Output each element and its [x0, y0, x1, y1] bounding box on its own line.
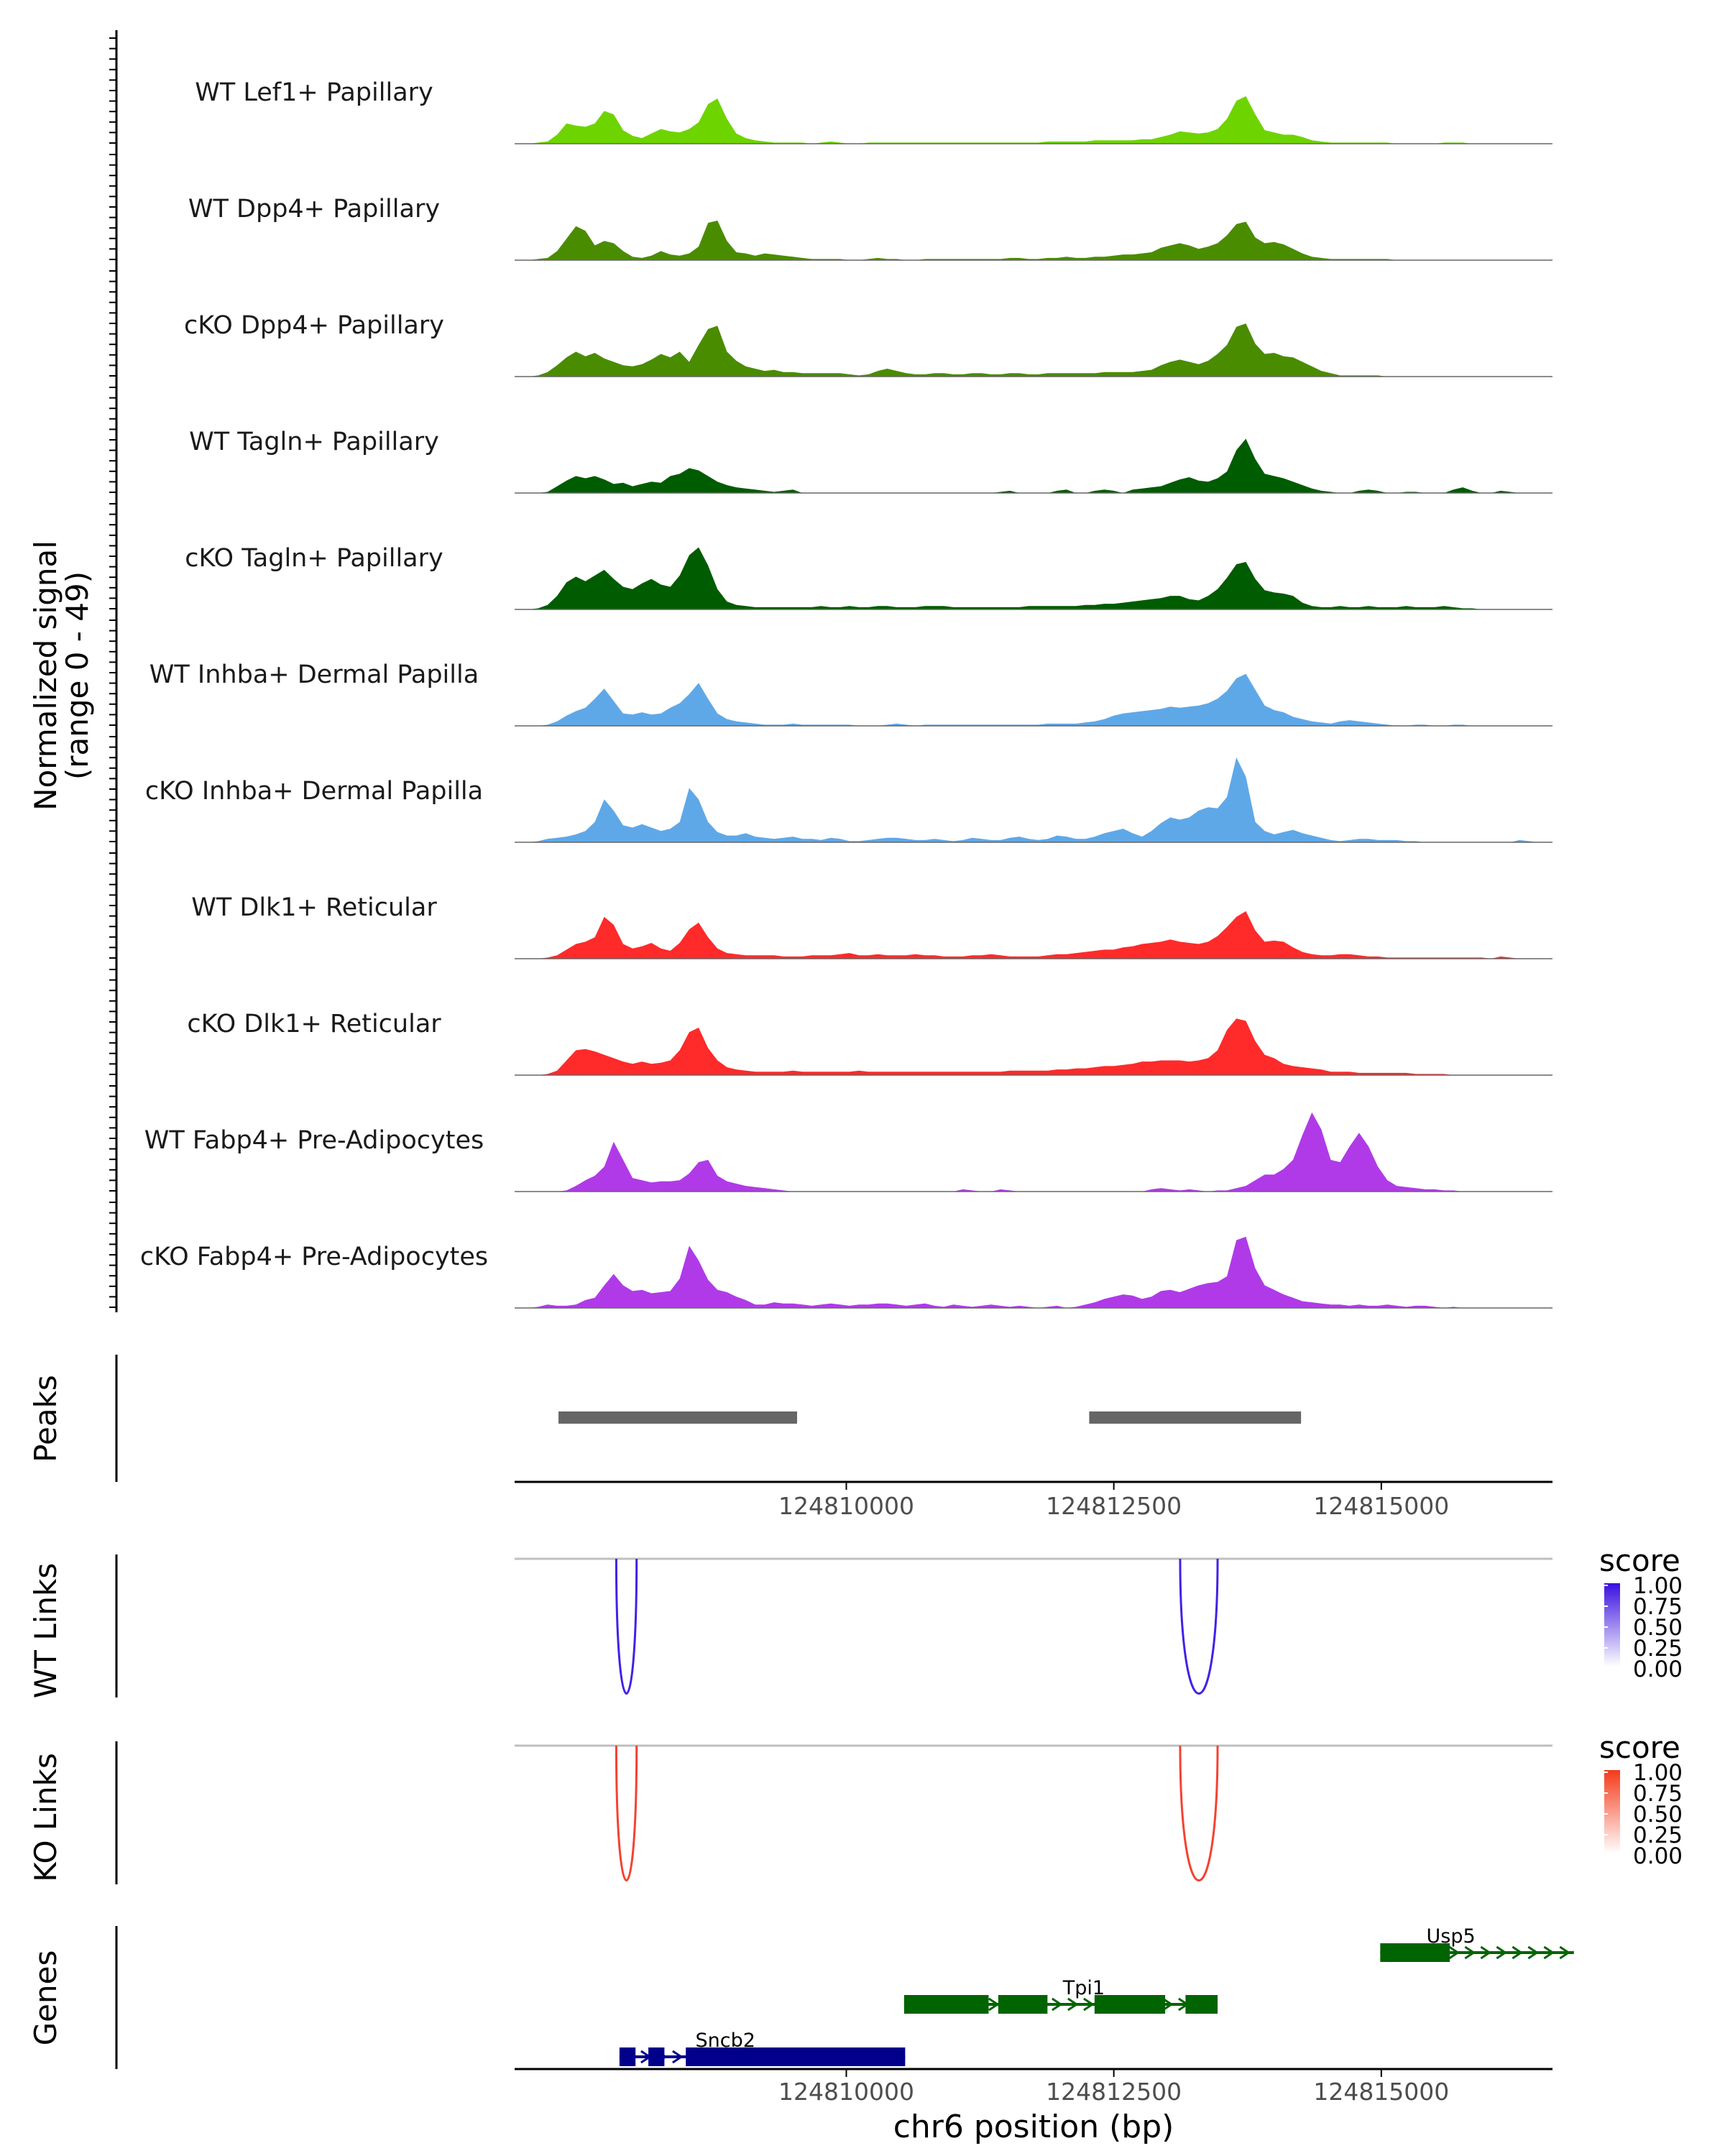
strand-arrow-icon — [1527, 1945, 1540, 1960]
legend-tick-label: 0.75 — [1633, 1781, 1683, 1807]
coverage-area-1 — [515, 96, 1552, 144]
gene-exon — [903, 1995, 989, 2014]
strand-arrow-icon — [1448, 1945, 1460, 1960]
strand-arrow-icon — [672, 2050, 684, 2064]
coverage-area-5 — [515, 547, 1552, 609]
legend-tick-label: 1.00 — [1633, 1573, 1683, 1599]
coverage-y-axis-title: Normalized signal(range 0 - 49) — [28, 540, 95, 811]
gene-exon — [1094, 1995, 1166, 2014]
coverage-y-axis-label-line1: Normalized signal — [28, 540, 63, 811]
coverage-area-2 — [515, 220, 1552, 260]
strand-arrow-icon — [1067, 1997, 1079, 2012]
link-arc — [615, 1558, 638, 1695]
coverage-area-9 — [515, 1018, 1552, 1075]
track-label: cKO Dlk1+ Reticular — [187, 1010, 441, 1038]
genes-label: Genes — [28, 1950, 63, 2046]
peak-bar — [1089, 1411, 1302, 1424]
coverage-area-3 — [515, 323, 1552, 377]
x-tick-label-bottom: 124810000 — [778, 2078, 914, 2106]
strand-arrow-icon — [1543, 1945, 1555, 1960]
strand-arrow-icon — [1512, 1945, 1524, 1960]
legend-tick-label: 0.25 — [1633, 1636, 1683, 1662]
strand-arrow-icon — [1083, 1997, 1095, 2012]
strand-arrow-icon — [1496, 1945, 1508, 1960]
legend-tick-label: 0.50 — [1633, 1802, 1683, 1828]
links-label: WT Links — [28, 1563, 63, 1698]
links-panel: WT Links KO Links — [28, 1554, 1552, 1884]
legend-tick-label: 0.00 — [1633, 1657, 1683, 1682]
coverage-area-11 — [515, 1236, 1552, 1308]
track-label: cKO Fabp4+ Pre-Adipocytes — [140, 1243, 488, 1271]
legend-colorbar — [1604, 1770, 1620, 1853]
x-tick-label: 124810000 — [778, 1492, 914, 1520]
gene-exon — [1380, 1943, 1450, 1962]
peaks-label: Peaks — [28, 1375, 63, 1462]
legend-colorbar — [1604, 1583, 1620, 1667]
strand-arrow-icon — [1559, 1945, 1571, 1960]
peaks-panel: Peaks 124810000 124812500 124815000 — [28, 1355, 1552, 1520]
strand-arrow-icon — [1052, 1997, 1063, 2012]
strand-arrow-icon — [988, 1997, 1000, 2012]
strand-arrow-icon — [1464, 1945, 1476, 1960]
x-tick-label: 124812500 — [1046, 1492, 1182, 1520]
legend-tick-label: 0.25 — [1633, 1823, 1683, 1848]
coverage-area-4 — [515, 438, 1552, 493]
track-label: cKO Tagln+ Papillary — [185, 544, 443, 573]
links-label: KO Links — [28, 1753, 63, 1882]
strand-arrow-icon — [1162, 1997, 1174, 2012]
legends: score1.000.750.500.250.00score1.000.750.… — [1599, 1543, 1683, 1869]
legend-title: score — [1599, 1730, 1680, 1765]
gene-label: Usp5 — [1426, 1925, 1475, 1948]
peak-bar — [558, 1411, 798, 1424]
strand-arrow-icon — [1480, 1945, 1492, 1960]
link-arc — [615, 1745, 638, 1881]
legend-tick-label: 0.75 — [1633, 1594, 1683, 1620]
link-arc — [1179, 1745, 1219, 1882]
legend-tick-label: 0.00 — [1633, 1843, 1683, 1869]
link-arc — [1179, 1558, 1219, 1695]
track-label: WT Dpp4+ Papillary — [188, 195, 440, 224]
legend-title: score — [1599, 1543, 1680, 1578]
gene-label: Sncb2 — [696, 2030, 755, 2052]
track-label: WT Lef1+ Papillary — [195, 78, 433, 107]
coverage-area-8 — [515, 911, 1552, 959]
coverage-area-7 — [515, 757, 1552, 842]
legend-tick-label: 1.00 — [1633, 1760, 1683, 1786]
gene-exon — [648, 2047, 665, 2066]
gene-exon — [998, 1995, 1048, 2014]
x-axis-title: chr6 position (bp) — [893, 2109, 1174, 2145]
track-label: cKO Inhba+ Dermal Papilla — [145, 777, 483, 806]
x-tick-label-bottom: 124812500 — [1046, 2078, 1182, 2106]
coverage-area-10 — [515, 1112, 1552, 1192]
gene-exon — [1185, 1995, 1218, 2014]
legend-tick-label: 0.50 — [1633, 1615, 1683, 1641]
gene-exon — [686, 2047, 906, 2066]
track-label: WT Fabp4+ Pre-Adipocytes — [144, 1126, 484, 1155]
coverage-panel: Normalized signal(range 0 - 49) WT Lef1+ … — [28, 30, 1552, 1312]
track-label: cKO Dpp4+ Papillary — [184, 311, 444, 340]
coverage-y-axis-label-line2: (range 0 - 49) — [60, 571, 95, 780]
coverage-area-6 — [515, 673, 1552, 726]
x-tick-label: 124815000 — [1313, 1492, 1449, 1520]
gene-exon — [619, 2047, 636, 2066]
genes-panel: Genes Usp5 Tpi1 Sncb2 124810000 124812500 1248… — [28, 1925, 1574, 2145]
track-label: WT Inhba+ Dermal Papilla — [150, 660, 479, 689]
gene-label: Tpi1 — [1062, 1977, 1105, 1999]
x-tick-label-bottom: 124815000 — [1313, 2078, 1449, 2106]
track-label: WT Dlk1+ Reticular — [191, 893, 437, 922]
track-label: WT Tagln+ Papillary — [189, 428, 439, 456]
